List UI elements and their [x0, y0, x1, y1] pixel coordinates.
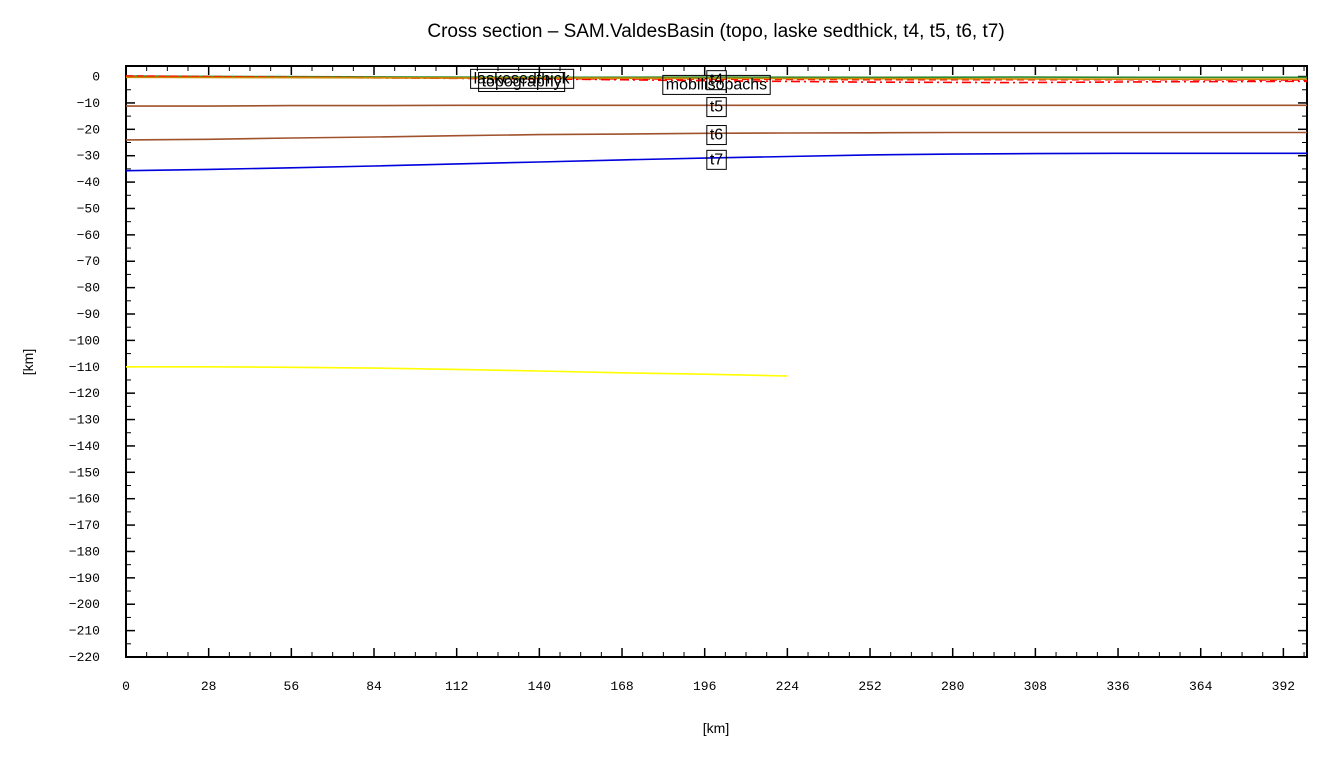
series-label: topography: [482, 74, 562, 91]
y-tick-label: −160: [69, 492, 100, 507]
series-label-box: [470, 68, 575, 89]
y-tick-label: −20: [77, 122, 100, 137]
x-tick-label: 336: [1106, 679, 1129, 694]
y-tick-label: −50: [77, 201, 100, 216]
plot-area: 0 28 56 84 112 140 168 196 224 252 280 308 336 364 392…: [69, 65, 1308, 694]
series-label-box: [706, 70, 727, 91]
series-line-t5: [126, 104, 1307, 107]
series-line-t4: [125, 76, 1307, 80]
series-line-t7: [125, 152, 1307, 172]
y-tick-label: −110: [69, 360, 100, 375]
y-axis-label: [km]: [20, 349, 36, 375]
series-label: mobilisopachs: [666, 76, 767, 93]
y-tick-label: −100: [69, 333, 100, 348]
y-tick-label: −90: [77, 307, 100, 322]
y-tick-label: −140: [69, 439, 100, 454]
x-tick-label: 0: [122, 679, 130, 694]
chart-title: Cross section – SAM.ValdesBasin (topo, l…: [427, 21, 1004, 42]
y-tick-label: −200: [69, 597, 100, 612]
series-line-unnamed-7: [126, 366, 788, 377]
x-tick-label: 168: [610, 679, 633, 694]
y-tick-label: 0: [92, 70, 100, 85]
series-label: t5: [710, 99, 723, 116]
x-tick-label: 84: [366, 679, 382, 694]
y-tick-label: −40: [77, 175, 100, 190]
y-tick-label: −150: [69, 465, 100, 480]
y-tick-label: −80: [77, 281, 100, 296]
plot-frame: [125, 65, 1308, 658]
series-line-t6: [125, 131, 1307, 141]
series-label-box: [706, 125, 727, 146]
x-tick-label: 308: [1024, 679, 1047, 694]
y-tick-label: −170: [69, 518, 100, 533]
y-tick-label: −130: [69, 413, 100, 428]
x-tick-label: 364: [1189, 679, 1213, 694]
x-tick-label: 392: [1272, 679, 1295, 694]
x-axis-label: [km]: [703, 720, 729, 736]
y-tick-label: −210: [69, 624, 100, 639]
y-tick-label: −10: [77, 96, 100, 111]
x-tick-label: 112: [445, 679, 468, 694]
y-tick-label: −180: [69, 544, 100, 559]
y-tick-label: −120: [69, 386, 100, 401]
x-tick-label: 28: [201, 679, 217, 694]
series-label: laskesedthick: [474, 70, 571, 87]
x-tick-label: 252: [858, 679, 881, 694]
series-label: t6: [710, 127, 723, 144]
series-label-box: [478, 72, 566, 93]
series-label: t4: [710, 72, 723, 89]
x-tick-label: 196: [693, 679, 716, 694]
x-tick-label: 140: [528, 679, 551, 694]
y-tick-label: −220: [69, 650, 100, 665]
series-label-box: [706, 149, 727, 170]
y-tick-label: −190: [69, 571, 100, 586]
series-label: t7: [710, 151, 723, 168]
x-tick-label: 280: [941, 679, 964, 694]
y-tick-label: −30: [77, 149, 100, 164]
y-tick-label: −60: [77, 228, 100, 243]
series-label-box: [706, 97, 727, 118]
x-tick-label: 224: [776, 679, 800, 694]
y-tick-label: −70: [77, 254, 100, 269]
x-tick-label: 56: [284, 679, 300, 694]
series-label-box: [662, 74, 771, 95]
